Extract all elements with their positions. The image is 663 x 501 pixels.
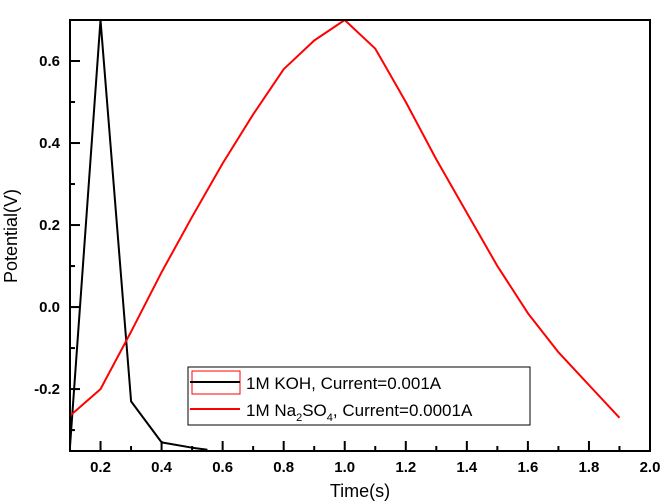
- legend-label-koh-text: 1M KOH, Current=0.001A: [246, 374, 442, 393]
- legend-label-na2so4-mid: SO: [302, 401, 327, 420]
- x-tick-label: 0.2: [90, 459, 111, 476]
- x-tick-label: 1.0: [334, 459, 355, 476]
- x-axis-title: Time(s): [330, 481, 390, 501]
- x-tick-label: 0.4: [151, 459, 173, 476]
- legend-label-na2so4: 1M Na2SO4, Current=0.0001A: [246, 401, 473, 424]
- legend-label-na2so4-sub2: 4: [327, 412, 333, 424]
- x-tick-label: 1.2: [395, 459, 416, 476]
- legend-label-na2so4-sub1: 2: [296, 412, 302, 424]
- series-line-0: [69, 19, 208, 451]
- y-axis-title: Potential(V): [1, 189, 21, 283]
- x-tick-label: 1.8: [579, 459, 600, 476]
- plot-frame: [69, 19, 651, 452]
- x-tick-label: 2.0: [640, 459, 661, 476]
- y-tick-label: 0.0: [39, 299, 60, 316]
- legend: 1M KOH, Current=0.001A 1M Na2SO4, Curren…: [187, 366, 531, 426]
- x-tick-label: 1.6: [517, 459, 538, 476]
- series-line-1: [69, 19, 621, 419]
- legend-label-koh: 1M KOH, Current=0.001A: [246, 374, 442, 393]
- legend-label-na2so4-pre: 1M Na: [246, 401, 297, 420]
- x-tick-label: 0.8: [273, 459, 294, 476]
- y-tick-label: 0.4: [39, 135, 61, 152]
- legend-label-na2so4-post: , Current=0.0001A: [333, 401, 473, 420]
- y-tick-label: -0.2: [34, 381, 60, 398]
- y-tick-label: 0.2: [39, 217, 60, 234]
- y-tick-label: 0.6: [39, 53, 60, 70]
- legend-box: [187, 366, 531, 426]
- x-tick-label: 1.4: [456, 459, 478, 476]
- labels-layer: 0.2 0.4 0.6 0.8 1.0 1.2 1.4 1.6 1.8 2.0 -0.2 0.0 0.2…: [34, 53, 660, 476]
- x-tick-label: 0.6: [212, 459, 233, 476]
